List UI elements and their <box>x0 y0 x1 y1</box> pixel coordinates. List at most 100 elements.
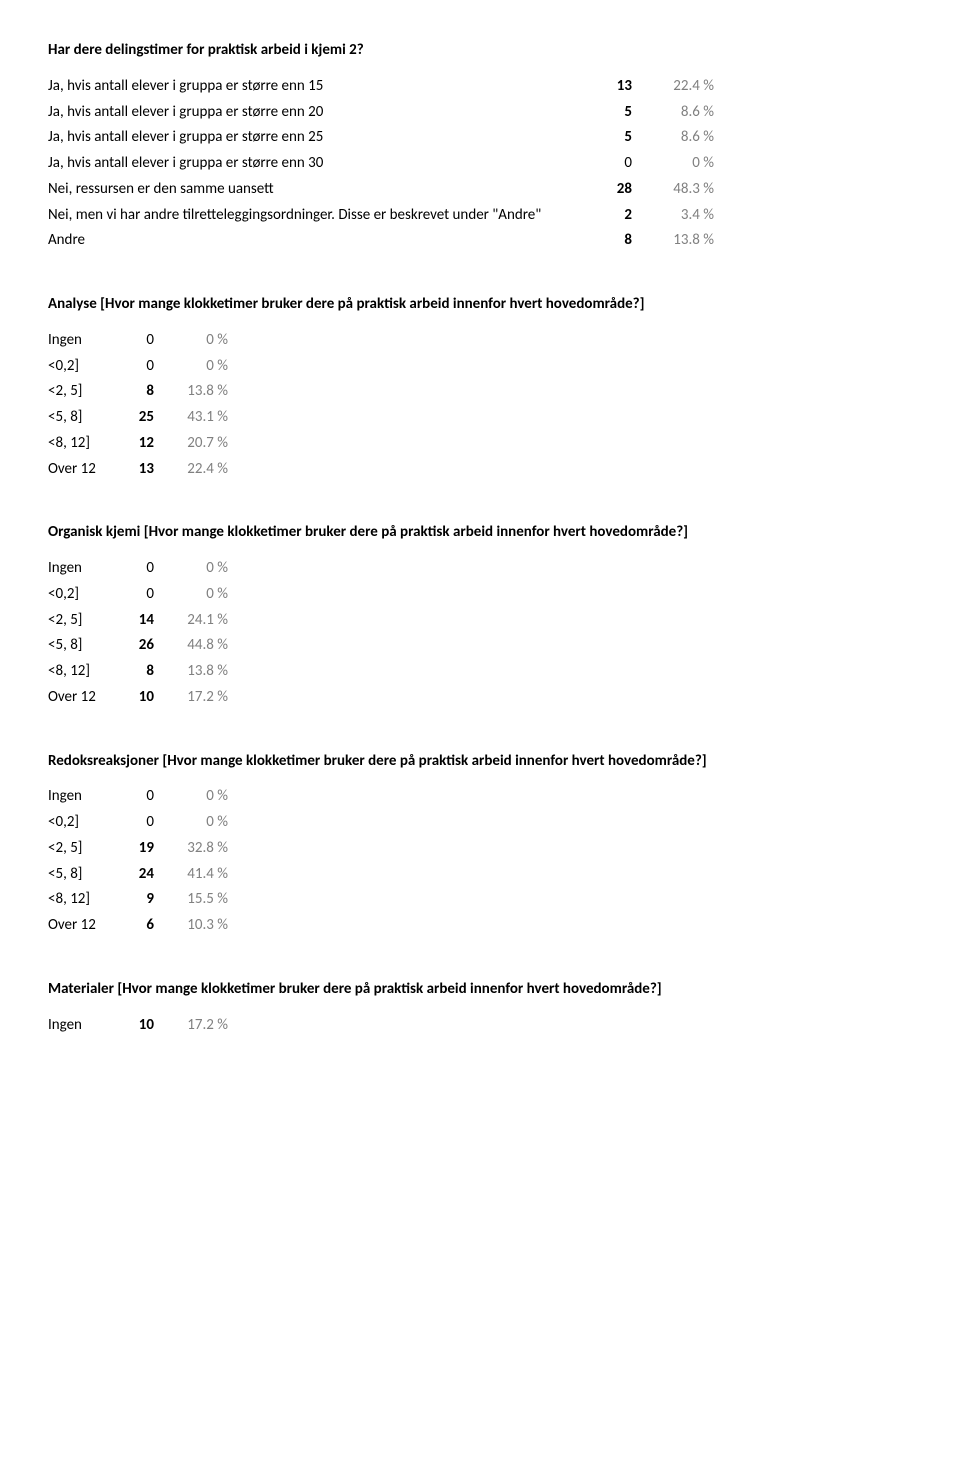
question-section: Organisk kjemi [Hvor mange klokketimer b… <box>48 522 912 708</box>
answer-label: <5, 8] <box>48 407 120 429</box>
answer-percent: 8.6 % <box>632 102 714 124</box>
answer-label: <8, 12] <box>48 661 120 683</box>
answer-count: 9 <box>120 889 154 911</box>
question-section: Materialer [Hvor mange klokketimer bruke… <box>48 979 912 1037</box>
answer-row: Ingen1017.2 % <box>48 1015 912 1037</box>
answer-count: 8 <box>120 661 154 683</box>
answer-count: 0 <box>120 558 154 580</box>
answer-count: 0 <box>120 330 154 352</box>
answer-label: Ingen <box>48 786 120 808</box>
answer-row: <8, 12]813.8 % <box>48 661 912 683</box>
answer-count: 0 <box>588 153 632 175</box>
question-section: Analyse [Hvor mange klokketimer bruker d… <box>48 294 912 480</box>
answer-count: 10 <box>120 1015 154 1037</box>
answer-percent: 0 % <box>154 786 228 808</box>
answer-percent: 24.1 % <box>154 610 228 632</box>
answer-count: 0 <box>120 584 154 606</box>
answer-count: 13 <box>588 76 632 98</box>
answer-label: <0,2] <box>48 356 120 378</box>
answer-percent: 17.2 % <box>154 687 228 709</box>
answer-count: 28 <box>588 179 632 201</box>
answer-row: <5, 8]2543.1 % <box>48 407 912 429</box>
answer-count: 6 <box>120 915 154 937</box>
answer-row: <2, 5]1424.1 % <box>48 610 912 632</box>
answer-count: 5 <box>588 102 632 124</box>
answer-percent: 20.7 % <box>154 433 228 455</box>
answer-label: <2, 5] <box>48 381 120 403</box>
answer-label: Nei, ressursen er den samme uansett <box>48 179 588 201</box>
answer-label: <2, 5] <box>48 838 120 860</box>
answer-label: Ja, hvis antall elever i gruppa er størr… <box>48 76 588 98</box>
answer-row: Over 12610.3 % <box>48 915 912 937</box>
answer-label: Ingen <box>48 1015 120 1037</box>
question-title: Redoksreaksjoner [Hvor mange klokketimer… <box>48 751 912 773</box>
answer-percent: 13.8 % <box>154 661 228 683</box>
answer-count: 10 <box>120 687 154 709</box>
answer-count: 2 <box>588 205 632 227</box>
answer-row: <2, 5]813.8 % <box>48 381 912 403</box>
answer-row: Ja, hvis antall elever i gruppa er størr… <box>48 153 912 175</box>
answer-label: <5, 8] <box>48 635 120 657</box>
answer-percent: 0 % <box>154 584 228 606</box>
answer-count: 24 <box>120 864 154 886</box>
answer-row: Nei, men vi har andre tilretteleggingsor… <box>48 205 912 227</box>
answer-row: <5, 8]2644.8 % <box>48 635 912 657</box>
answer-percent: 0 % <box>154 558 228 580</box>
answer-count: 13 <box>120 459 154 481</box>
answer-percent: 13.8 % <box>632 230 714 252</box>
question-title: Har dere delingstimer for praktisk arbei… <box>48 40 912 62</box>
answer-label: Andre <box>48 230 588 252</box>
answer-percent: 32.8 % <box>154 838 228 860</box>
question-section: Har dere delingstimer for praktisk arbei… <box>48 40 912 252</box>
answer-count: 0 <box>120 786 154 808</box>
answer-label: <5, 8] <box>48 864 120 886</box>
answer-count: 25 <box>120 407 154 429</box>
answer-percent: 8.6 % <box>632 127 714 149</box>
answer-label: Ingen <box>48 558 120 580</box>
answer-row: Ja, hvis antall elever i gruppa er størr… <box>48 127 912 149</box>
answer-row: <8, 12]915.5 % <box>48 889 912 911</box>
question-title: Organisk kjemi [Hvor mange klokketimer b… <box>48 522 912 544</box>
answer-label: Nei, men vi har andre tilretteleggingsor… <box>48 205 588 227</box>
answer-label: Ja, hvis antall elever i gruppa er størr… <box>48 153 588 175</box>
answer-label: Ingen <box>48 330 120 352</box>
answer-percent: 17.2 % <box>154 1015 228 1037</box>
answer-percent: 15.5 % <box>154 889 228 911</box>
answer-percent: 44.8 % <box>154 635 228 657</box>
answer-row: Ingen00 % <box>48 786 912 808</box>
question-title: Analyse [Hvor mange klokketimer bruker d… <box>48 294 912 316</box>
answer-row: <8, 12]1220.7 % <box>48 433 912 455</box>
answer-count: 12 <box>120 433 154 455</box>
answer-label: Ja, hvis antall elever i gruppa er størr… <box>48 127 588 149</box>
question-section: Redoksreaksjoner [Hvor mange klokketimer… <box>48 751 912 937</box>
answer-percent: 43.1 % <box>154 407 228 429</box>
answer-percent: 22.4 % <box>154 459 228 481</box>
question-title: Materialer [Hvor mange klokketimer bruke… <box>48 979 912 1001</box>
answer-label: <2, 5] <box>48 610 120 632</box>
answer-percent: 0 % <box>154 812 228 834</box>
answer-label: <8, 12] <box>48 889 120 911</box>
answer-count: 8 <box>588 230 632 252</box>
answer-label: Over 12 <box>48 459 120 481</box>
answer-percent: 10.3 % <box>154 915 228 937</box>
answer-count: 14 <box>120 610 154 632</box>
answer-row: <2, 5]1932.8 % <box>48 838 912 860</box>
answer-count: 0 <box>120 356 154 378</box>
answer-row: Andre813.8 % <box>48 230 912 252</box>
answer-label: <0,2] <box>48 584 120 606</box>
answer-row: <0,2]00 % <box>48 356 912 378</box>
answer-row: Over 121322.4 % <box>48 459 912 481</box>
answer-count: 26 <box>120 635 154 657</box>
answer-percent: 0 % <box>154 330 228 352</box>
answer-row: Over 121017.2 % <box>48 687 912 709</box>
answer-count: 8 <box>120 381 154 403</box>
answer-row: Ja, hvis antall elever i gruppa er størr… <box>48 102 912 124</box>
answer-percent: 41.4 % <box>154 864 228 886</box>
answer-percent: 22.4 % <box>632 76 714 98</box>
answer-label: Over 12 <box>48 915 120 937</box>
answer-percent: 0 % <box>154 356 228 378</box>
answer-percent: 13.8 % <box>154 381 228 403</box>
answer-label: <0,2] <box>48 812 120 834</box>
answer-row: Ingen00 % <box>48 558 912 580</box>
answer-percent: 0 % <box>632 153 714 175</box>
